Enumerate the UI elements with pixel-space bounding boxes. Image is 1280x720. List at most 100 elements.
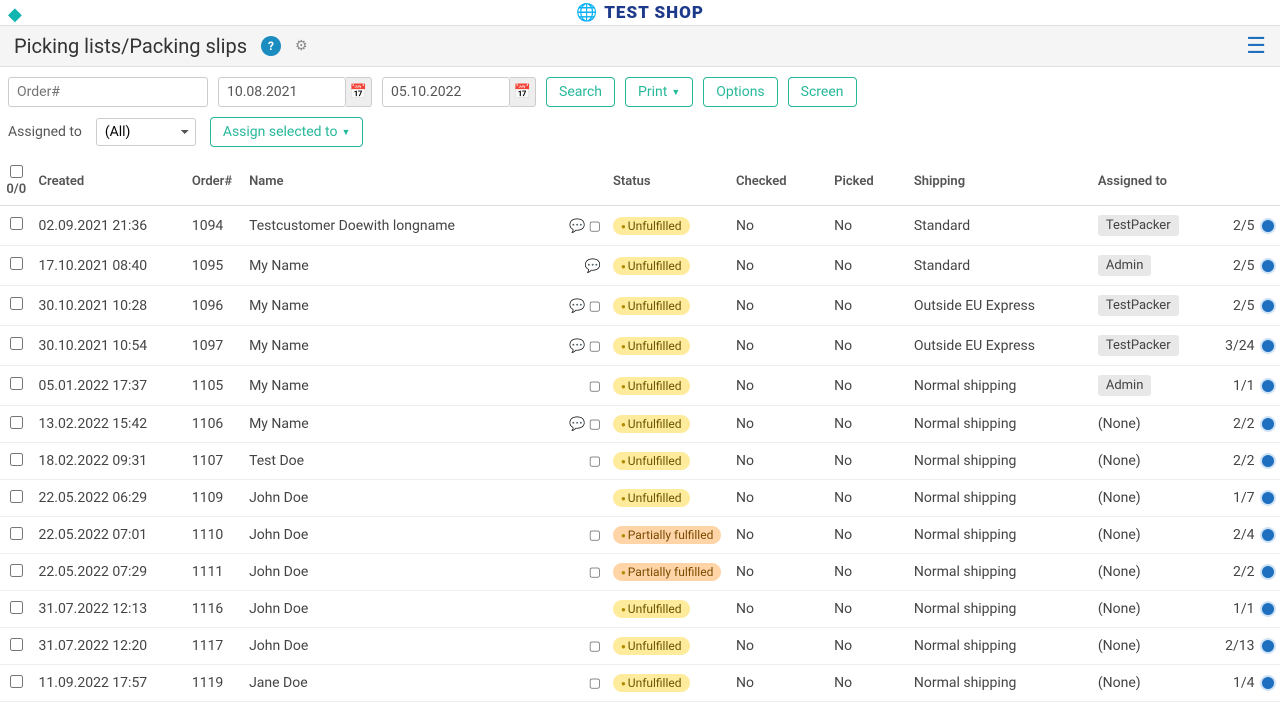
calendar-icon[interactable]: 📅 [346, 77, 372, 107]
note-icon[interactable]: ▢ [589, 565, 601, 580]
note-icon[interactable]: ▢ [589, 676, 601, 691]
assigned-select[interactable]: (All) [96, 118, 196, 146]
row-checkbox[interactable] [10, 257, 23, 270]
eye-icon[interactable] [1262, 566, 1274, 578]
cell-shipping: Normal shipping [908, 665, 1092, 702]
col-order[interactable]: Order# [186, 157, 243, 206]
table-row[interactable]: 22.05.2022 07:011110John Doe▢●Partially … [0, 517, 1280, 554]
assigned-pill[interactable]: TestPacker [1098, 335, 1179, 356]
table-row[interactable]: 22.05.2022 07:291111John Doe▢●Partially … [0, 554, 1280, 591]
table-row[interactable]: 18.02.2022 09:311107Test Doe▢●Unfulfille… [0, 443, 1280, 480]
help-icon[interactable]: ? [261, 36, 281, 56]
table-row[interactable]: 02.09.2021 21:361094Testcustomer Doewith… [0, 206, 1280, 246]
cell-created: 30.10.2021 10:54 [33, 326, 186, 366]
note-icon[interactable]: ▢ [589, 639, 601, 654]
row-checkbox[interactable] [10, 601, 23, 614]
date-to-input[interactable] [382, 77, 510, 107]
select-all-checkbox[interactable] [10, 165, 23, 178]
eye-icon[interactable] [1262, 380, 1274, 392]
col-created[interactable]: Created [33, 157, 186, 206]
menu-icon[interactable]: ☰ [1246, 34, 1266, 59]
date-from-input[interactable] [218, 77, 346, 107]
cell-shipping: Normal shipping [908, 443, 1092, 480]
eye-icon[interactable] [1262, 455, 1274, 467]
eye-icon[interactable] [1262, 300, 1274, 312]
cell-shipping: Normal shipping [908, 406, 1092, 443]
assigned-pill[interactable]: Admin [1098, 375, 1152, 396]
row-checkbox[interactable] [10, 217, 23, 230]
select-all-header[interactable]: 0/0 [0, 157, 33, 206]
row-checkbox[interactable] [10, 490, 23, 503]
chat-icon[interactable]: 💬 [585, 259, 601, 274]
note-icon[interactable]: ▢ [589, 454, 601, 469]
cell-name: Jane Doe [243, 665, 560, 702]
cell-order: 1117 [186, 628, 243, 665]
eye-icon[interactable] [1262, 340, 1274, 352]
col-name[interactable]: Name [243, 157, 560, 206]
cell-created: 17.10.2021 08:40 [33, 246, 186, 286]
chat-icon[interactable]: 💬 [569, 219, 585, 234]
row-checkbox[interactable] [10, 527, 23, 540]
assign-selected-button[interactable]: Assign selected to▼ [210, 117, 364, 147]
cell-order: 1107 [186, 443, 243, 480]
cell-picked: No [828, 591, 908, 628]
chat-icon[interactable]: 💬 [569, 299, 585, 314]
row-checkbox[interactable] [10, 675, 23, 688]
assigned-pill[interactable]: TestPacker [1098, 215, 1179, 236]
table-row[interactable]: 22.05.2022 06:291109John Doe●Unfulfilled… [0, 480, 1280, 517]
screen-button[interactable]: Screen [788, 77, 857, 107]
table-row[interactable]: 11.09.2022 17:571119Jane Doe▢●Unfulfille… [0, 665, 1280, 702]
assigned-pill[interactable]: Admin [1098, 255, 1152, 276]
cell-picked: No [828, 480, 908, 517]
col-status[interactable]: Status [607, 157, 730, 206]
print-button[interactable]: Print▼ [625, 77, 693, 107]
table-row[interactable]: 17.10.2021 08:401095My Name💬 ●Unfulfille… [0, 246, 1280, 286]
eye-icon[interactable] [1262, 529, 1274, 541]
eye-icon[interactable] [1262, 418, 1274, 430]
table-row[interactable]: 30.10.2021 10:541097My Name💬 ▢●Unfulfill… [0, 326, 1280, 366]
eye-icon[interactable] [1262, 603, 1274, 615]
table-row[interactable]: 05.01.2022 17:371105My Name▢●Unfulfilled… [0, 366, 1280, 406]
order-input[interactable] [8, 77, 208, 107]
col-picked[interactable]: Picked [828, 157, 908, 206]
eye-icon[interactable] [1262, 260, 1274, 272]
assigned-label: Assigned to [8, 124, 82, 140]
note-icon[interactable]: ▢ [589, 417, 601, 432]
row-checkbox[interactable] [10, 564, 23, 577]
status-badge: ●Unfulfilled [613, 377, 690, 395]
chat-icon[interactable]: 💬 [569, 339, 585, 354]
row-checkbox[interactable] [10, 377, 23, 390]
table-row[interactable]: 31.07.2022 12:201117John Doe▢●Unfulfille… [0, 628, 1280, 665]
options-button[interactable]: Options [703, 77, 777, 107]
orders-table: 0/0 Created Order# Name Status Checked P… [0, 157, 1280, 702]
gear-icon[interactable]: ⚙ [295, 38, 308, 54]
cell-count: 2/5 [1215, 246, 1280, 286]
row-checkbox[interactable] [10, 638, 23, 651]
chat-icon[interactable]: 💬 [569, 417, 585, 432]
table-row[interactable]: 31.07.2022 12:131116John Doe●Unfulfilled… [0, 591, 1280, 628]
note-icon[interactable]: ▢ [589, 299, 601, 314]
table-row[interactable]: 13.02.2022 15:421106My Name💬 ▢●Unfulfill… [0, 406, 1280, 443]
eye-icon[interactable] [1262, 640, 1274, 652]
eye-icon[interactable] [1262, 677, 1274, 689]
table-row[interactable]: 30.10.2021 10:281096My Name💬 ▢●Unfulfill… [0, 286, 1280, 326]
note-icon[interactable]: ▢ [589, 339, 601, 354]
row-checkbox[interactable] [10, 416, 23, 429]
row-checkbox[interactable] [10, 337, 23, 350]
note-icon[interactable]: ▢ [589, 219, 601, 234]
col-checked[interactable]: Checked [730, 157, 828, 206]
eye-icon[interactable] [1262, 492, 1274, 504]
app-logo-icon[interactable]: ◆ [8, 4, 22, 25]
assigned-pill[interactable]: TestPacker [1098, 295, 1179, 316]
col-assigned[interactable]: Assigned to [1092, 157, 1215, 206]
calendar-icon[interactable]: 📅 [510, 77, 536, 107]
note-icon[interactable]: ▢ [589, 379, 601, 394]
row-checkbox[interactable] [10, 297, 23, 310]
cell-picked: No [828, 206, 908, 246]
search-button[interactable]: Search [546, 77, 615, 107]
col-shipping[interactable]: Shipping [908, 157, 1092, 206]
row-checkbox[interactable] [10, 453, 23, 466]
cell-count: 2/2 [1215, 554, 1280, 591]
eye-icon[interactable] [1262, 220, 1274, 232]
note-icon[interactable]: ▢ [589, 528, 601, 543]
